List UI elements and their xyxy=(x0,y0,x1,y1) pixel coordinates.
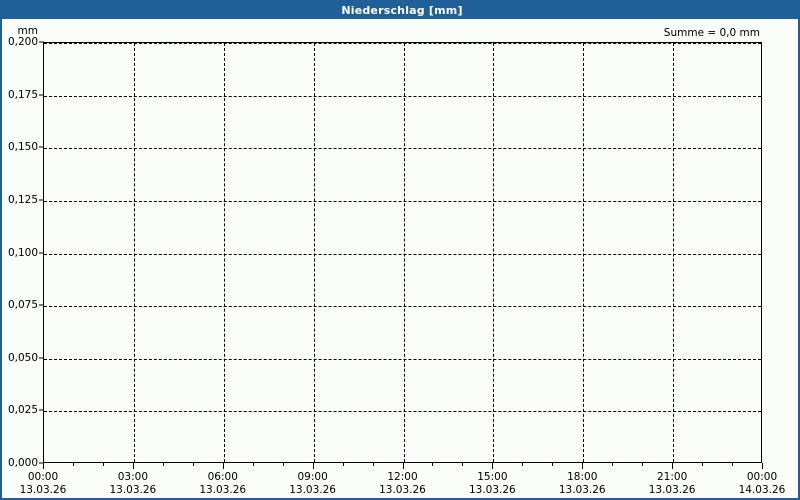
x-axis-tick-mark xyxy=(132,463,134,469)
gridline-horizontal xyxy=(44,411,761,413)
x-axis-time-label: 06:00 xyxy=(207,471,238,483)
y-axis-tick-mark xyxy=(39,462,44,464)
x-axis-time-label: 00:00 xyxy=(746,471,778,483)
x-axis-tick-label: 18:00 13.03.26 xyxy=(537,471,627,497)
x-axis-tick-mark xyxy=(43,463,44,469)
gridline-horizontal xyxy=(44,306,761,308)
x-axis-minor-tick-mark xyxy=(642,463,644,466)
y-axis-tick-mark xyxy=(39,304,44,306)
x-axis-date-label: 13.03.26 xyxy=(379,484,426,496)
gridline-horizontal xyxy=(44,358,761,360)
x-axis-date-label: 13.03.26 xyxy=(19,484,67,496)
gridline-vertical xyxy=(673,43,675,462)
gridline-vertical xyxy=(133,43,135,462)
x-axis-minor-tick-mark xyxy=(552,463,554,466)
x-axis-date-label: 13.03.26 xyxy=(468,484,516,496)
y-axis-tick-mark xyxy=(39,94,44,96)
y-axis-tick-mark xyxy=(39,409,44,411)
x-axis-minor-tick-mark xyxy=(72,463,74,466)
y-axis-tick-label: 0,100 xyxy=(7,246,38,259)
x-axis-tick-mark xyxy=(312,463,314,469)
x-axis-time-label: 15:00 xyxy=(477,471,508,483)
x-axis-minor-tick-mark xyxy=(252,463,254,466)
x-axis-time-label: 09:00 xyxy=(297,471,328,483)
x-axis-tick-mark xyxy=(402,463,404,469)
x-axis-date-label: 13.03.26 xyxy=(558,484,606,496)
x-axis-tick-mark xyxy=(672,463,674,469)
x-axis-minor-tick-mark xyxy=(732,463,734,466)
gridline-horizontal xyxy=(44,95,761,97)
gridline-horizontal xyxy=(44,253,761,255)
y-axis-tick-mark xyxy=(39,41,44,43)
x-axis-time-label: 12:00 xyxy=(387,471,418,483)
x-axis-tick-label: 09:00 13.03.26 xyxy=(268,471,358,497)
x-axis-time-label: 03:00 xyxy=(117,471,148,483)
y-axis-tick-label: 0,200 xyxy=(7,36,38,48)
x-axis-date-label: 13.03.26 xyxy=(199,484,247,496)
x-axis-date-label: 13.03.26 xyxy=(109,484,157,496)
x-axis-minor-tick-mark xyxy=(432,463,434,466)
x-axis-tick-label: 21:00 13.03.26 xyxy=(627,471,717,497)
y-axis-unit-label: mm xyxy=(17,25,38,37)
gridline-vertical xyxy=(223,43,225,462)
gridline-horizontal xyxy=(44,200,761,202)
x-axis-tick-label: 00:00 13.03.26 xyxy=(2,471,88,497)
x-axis-tick-label: 00:00 14.03.26 xyxy=(717,471,798,497)
x-axis-tick-mark xyxy=(492,463,494,469)
y-axis-tick-mark xyxy=(39,199,44,201)
gridline-vertical xyxy=(403,43,405,462)
x-axis-tick-mark xyxy=(762,463,763,469)
x-axis-tick-label: 06:00 13.03.26 xyxy=(178,471,268,497)
x-axis-minor-tick-mark xyxy=(612,463,614,466)
y-axis-tick-label: 0,025 xyxy=(7,404,38,417)
x-axis-tick-mark xyxy=(582,463,584,469)
x-axis-date-label: 14.03.26 xyxy=(738,484,786,496)
window-title: Niederschlag [mm] xyxy=(341,4,463,17)
gridline-vertical xyxy=(583,43,585,462)
y-axis-tick-label: 0,075 xyxy=(7,299,38,312)
x-axis-date-label: 13.03.26 xyxy=(289,484,336,496)
x-axis-minor-tick-mark xyxy=(342,463,344,466)
chart-canvas: Summe = 0,0 mm mm 0,000 0,025 0,050 0,075 0,… xyxy=(2,19,798,498)
x-axis-minor-tick-mark xyxy=(102,463,104,466)
x-axis-tick-label: 12:00 13.03.26 xyxy=(358,471,448,497)
x-axis-tick-mark xyxy=(222,463,224,469)
x-axis-minor-tick-mark xyxy=(192,463,194,466)
x-axis-minor-tick-mark xyxy=(162,463,164,466)
y-axis-tick-label: 0,050 xyxy=(7,351,38,364)
y-axis-tick-mark xyxy=(39,146,44,148)
x-axis-time-label: 00:00 xyxy=(27,471,59,483)
window-title-bar: Niederschlag [mm] xyxy=(2,2,798,19)
x-axis-minor-tick-mark xyxy=(462,463,464,466)
x-axis-time-label: 21:00 xyxy=(656,471,688,483)
plot-area xyxy=(43,42,762,463)
y-axis-tick-label: 0,150 xyxy=(7,141,38,154)
x-axis-date-label: 13.03.26 xyxy=(648,484,696,496)
x-axis-tick-label: 03:00 13.03.26 xyxy=(88,471,178,497)
gridline-vertical xyxy=(313,43,315,462)
gridline-vertical xyxy=(493,43,495,462)
x-axis-minor-tick-mark xyxy=(702,463,704,466)
x-axis-minor-tick-mark xyxy=(522,463,524,466)
x-axis-minor-tick-mark xyxy=(282,463,284,466)
y-axis-tick-label: 0,175 xyxy=(7,88,38,101)
gridline-horizontal xyxy=(44,43,761,44)
sum-annotation: Summe = 0,0 mm xyxy=(663,27,760,39)
gridline-horizontal xyxy=(44,148,761,150)
y-axis-tick-label: 0,000 xyxy=(7,457,38,469)
y-axis-tick-label: 0,125 xyxy=(7,193,38,206)
x-axis-minor-tick-mark xyxy=(372,463,374,466)
x-axis-tick-label: 15:00 13.03.26 xyxy=(447,471,537,497)
y-axis-tick-mark xyxy=(39,357,44,359)
x-axis-time-label: 18:00 xyxy=(567,471,598,483)
y-axis-tick-mark xyxy=(39,252,44,253)
